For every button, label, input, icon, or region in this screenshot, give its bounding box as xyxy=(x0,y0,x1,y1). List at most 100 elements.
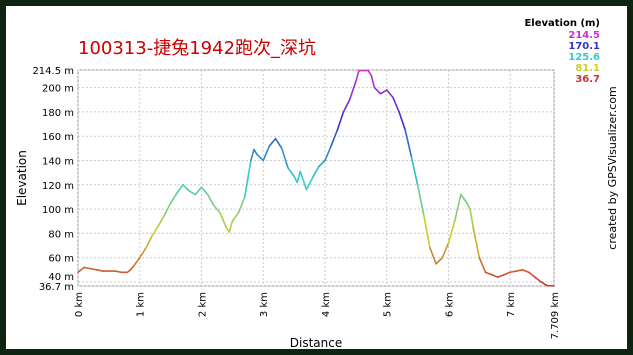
elevation-segment xyxy=(497,273,505,278)
x-axis-label: Distance xyxy=(290,336,342,349)
elevation-segment xyxy=(392,96,400,113)
x-axis-ticks: 0 km 1 km 2 km 3 km 4 km 5 km 6 km 7 km 7.709 km xyxy=(74,292,561,339)
elevation-segment xyxy=(385,89,394,99)
legend-title: Elevation (m) xyxy=(524,18,600,29)
elevation-segment xyxy=(441,242,450,259)
elevation-segment xyxy=(540,281,549,287)
elevation-segment xyxy=(348,80,357,101)
elevation-segment xyxy=(472,226,481,259)
elevation-segment xyxy=(194,186,203,196)
y-tick-label: 200 m xyxy=(42,84,74,95)
elevation-chart: 100313-捷兔1942跑次_深坑 36.7 m40 m 60 m 80 m 100… xyxy=(15,18,619,349)
elevation-segment xyxy=(305,182,311,191)
elevation-segment xyxy=(200,186,209,196)
y-axis-ticks: 36.7 m40 m 60 m 80 m 100 m 120 m 140 m 160 m 18… xyxy=(32,66,74,293)
elevation-segment xyxy=(114,270,123,274)
chart-frame: 100313-捷兔1942跑次_深坑 36.7 m 40 m 60 m 80 m 100… xyxy=(6,6,627,349)
y-axis-label: Elevation xyxy=(15,150,29,206)
elevation-segment xyxy=(138,252,144,259)
x-tick-label: 2 km xyxy=(197,292,208,317)
elevation-segment xyxy=(163,202,172,216)
y-tick-label: 214.5 m xyxy=(32,66,74,77)
legend-entry: 81.1 xyxy=(575,63,600,74)
elevation-segment xyxy=(367,69,373,77)
elevation-segment xyxy=(206,193,215,207)
elevation-segment xyxy=(460,193,468,204)
y-tick-label: 120 m xyxy=(42,181,74,192)
legend-entry: 36.7 xyxy=(575,74,600,85)
elevation-segment xyxy=(429,247,437,265)
elevation-segment xyxy=(237,196,246,214)
elevation-segment xyxy=(83,266,92,270)
credit-text: created by GPSVisualizer.com xyxy=(606,86,619,249)
elevation-segment xyxy=(169,192,178,204)
x-tick-label: 4 km xyxy=(321,292,332,317)
elevation-segment xyxy=(342,98,351,113)
elevation-segment xyxy=(453,193,462,223)
elevation-segment xyxy=(132,256,141,267)
elevation-segment xyxy=(398,111,407,131)
y-tick-label: 60 m xyxy=(48,254,74,265)
elevation-segment xyxy=(484,271,493,276)
elevation-segment xyxy=(490,273,499,278)
elevation-segment xyxy=(308,176,314,185)
elevation-segment xyxy=(299,170,308,191)
elevation-segment xyxy=(228,220,234,233)
chart-title: 100313-捷兔1942跑次_深坑 xyxy=(78,38,316,59)
y-tick-label: 80 m xyxy=(48,229,74,240)
elevation-segment xyxy=(527,271,536,278)
x-tick-label: 3 km xyxy=(259,292,270,317)
x-tick-label: 7.709 km xyxy=(550,292,561,339)
y-tick-label: 40 m xyxy=(48,272,74,283)
x-tick-label: 1 km xyxy=(136,292,147,317)
elevation-segment xyxy=(311,165,320,179)
elevation-segment xyxy=(503,271,512,276)
elevation-segment xyxy=(142,247,147,254)
legend-entry: 214.5 xyxy=(568,30,600,41)
elevation-segment xyxy=(188,190,197,196)
elevation-segment xyxy=(250,148,255,162)
elevation-segment xyxy=(435,256,444,265)
elevation-segment xyxy=(410,156,419,186)
plot-area xyxy=(77,69,555,287)
elevation-segment xyxy=(253,148,258,156)
elevation-segment xyxy=(469,208,474,229)
elevation-segment xyxy=(213,204,221,214)
elevation-segment xyxy=(89,267,98,271)
elevation-segment xyxy=(262,145,271,162)
y-tick-label: 140 m xyxy=(42,157,74,168)
x-tick-label: 6 km xyxy=(444,292,455,317)
legend-entry: 125.6 xyxy=(568,52,600,63)
elevation-segment xyxy=(296,170,302,184)
elevation-segment xyxy=(447,220,456,244)
elevation-segment xyxy=(404,129,413,158)
y-tick-label: 100 m xyxy=(42,205,74,216)
elevation-segment xyxy=(280,147,289,169)
elevation-segment xyxy=(256,153,265,162)
elevation-segment xyxy=(95,269,104,272)
elevation-segment xyxy=(370,74,376,89)
elevation-segment xyxy=(268,137,277,147)
x-tick-label: 5 km xyxy=(383,292,394,317)
elevation-segment xyxy=(151,225,160,237)
y-tick-label: 180 m xyxy=(42,108,74,119)
legend-entry: 170.1 xyxy=(568,41,600,52)
x-tick-label: 0 km xyxy=(74,292,85,317)
elevation-profile xyxy=(77,69,555,287)
x-tick-label: 7 km xyxy=(506,292,517,317)
elevation-segment xyxy=(175,184,184,195)
elevation-segment xyxy=(466,202,471,210)
elevation-segment xyxy=(231,211,240,223)
y-tick-label: 36.7 m xyxy=(39,282,74,293)
elevation-segment xyxy=(274,137,283,150)
elevation-segment xyxy=(318,159,326,168)
elevation-segment xyxy=(219,211,227,229)
elevation-segment xyxy=(416,184,425,216)
elevation-segment xyxy=(379,89,388,95)
elevation-segment xyxy=(336,111,345,131)
elevation-segment xyxy=(287,166,295,178)
elevation-segment xyxy=(145,235,153,249)
elevation-segment xyxy=(324,145,332,162)
elevation-segment xyxy=(157,214,166,227)
